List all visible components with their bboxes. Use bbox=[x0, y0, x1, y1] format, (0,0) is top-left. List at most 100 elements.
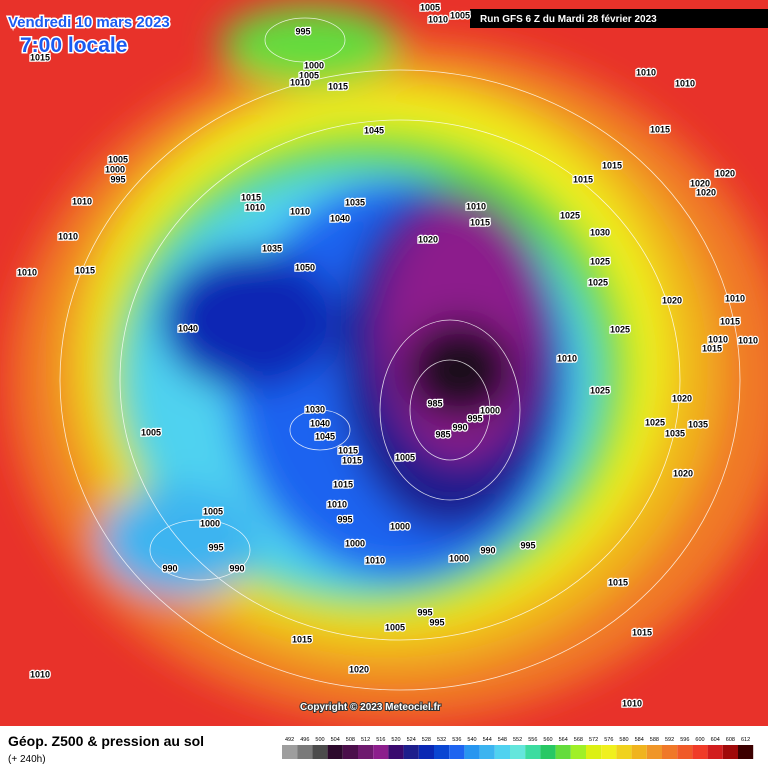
run-banner bbox=[470, 9, 768, 28]
isobar-label: 1015 bbox=[573, 174, 593, 184]
scale-label: 520 bbox=[391, 737, 400, 743]
scale-swatch bbox=[297, 745, 313, 759]
isobar-label: 1000 bbox=[480, 405, 500, 415]
copyright: Copyright © 2023 Meteociel.fr bbox=[300, 702, 441, 713]
isobar-label: 1020 bbox=[715, 168, 735, 178]
scale-swatch bbox=[479, 745, 495, 759]
isobar-label: 990 bbox=[229, 563, 244, 573]
isobar-label: 1020 bbox=[349, 664, 369, 674]
scale-label: 508 bbox=[346, 737, 355, 743]
scale-swatch bbox=[707, 745, 723, 759]
scale-swatch bbox=[616, 745, 632, 759]
isobar-label: 1005 bbox=[395, 452, 415, 462]
isobar-label: 1020 bbox=[696, 187, 716, 197]
scale-label: 608 bbox=[726, 737, 735, 743]
scale-label: 552 bbox=[513, 737, 522, 743]
isobar-label: 1015 bbox=[608, 577, 628, 587]
isobar-label: 1010 bbox=[30, 669, 50, 679]
isobar-label: 1000 bbox=[390, 521, 410, 531]
isobar-label: 1010 bbox=[290, 77, 310, 87]
scale-label: 544 bbox=[483, 737, 492, 743]
scale-label: 512 bbox=[361, 737, 370, 743]
scale-swatch bbox=[555, 745, 571, 759]
isobar-label: 1020 bbox=[662, 295, 682, 305]
scale-swatch bbox=[601, 745, 617, 759]
scale-label: 540 bbox=[467, 737, 476, 743]
color-scale: 492 496 500 504 508 512 516 520 524 528 532 536 540 5… bbox=[282, 737, 754, 759]
isobar-label: 1040 bbox=[178, 323, 198, 333]
scale-swatch bbox=[449, 745, 465, 759]
isobar-label: 1040 bbox=[330, 213, 350, 223]
scale-label: 556 bbox=[528, 737, 537, 743]
scale-swatch bbox=[631, 745, 647, 759]
scale-label: 596 bbox=[680, 737, 689, 743]
scale-swatch bbox=[570, 745, 586, 759]
isobar-label: 1035 bbox=[262, 243, 282, 253]
isobar-label: 1010 bbox=[466, 201, 486, 211]
isobar-label: 1000 bbox=[105, 164, 125, 174]
isobar-label: 985 bbox=[435, 429, 450, 439]
isobar-label: 995 bbox=[295, 26, 310, 36]
scale-swatch bbox=[418, 745, 434, 759]
isobar-label: 1015 bbox=[241, 192, 261, 202]
isobar-label: 995 bbox=[208, 542, 223, 552]
scale-swatch bbox=[646, 745, 662, 759]
scale-label: 572 bbox=[589, 737, 598, 743]
isobar-label: 1010 bbox=[675, 78, 695, 88]
scale-label: 504 bbox=[331, 737, 340, 743]
scale-label: 536 bbox=[452, 737, 461, 743]
isobar-label: 1015 bbox=[328, 81, 348, 91]
isobar-label: 1020 bbox=[690, 178, 710, 188]
scale-swatch bbox=[434, 745, 450, 759]
scale-swatch bbox=[312, 745, 328, 759]
isobar-label: 1050 bbox=[295, 262, 315, 272]
isobar-label: 1015 bbox=[470, 217, 490, 227]
scale-swatch bbox=[677, 745, 693, 759]
isobar-label: 990 bbox=[480, 545, 495, 555]
scale-label: 532 bbox=[437, 737, 446, 743]
isobar-label: 1020 bbox=[672, 393, 692, 403]
isobar-label: 1015 bbox=[333, 479, 353, 489]
scale-label: 568 bbox=[574, 737, 583, 743]
scale-label: 588 bbox=[650, 737, 659, 743]
isobar-label: 1025 bbox=[588, 277, 608, 287]
isobar-label: 1000 bbox=[345, 538, 365, 548]
isobar-label: 1005 bbox=[420, 2, 440, 12]
isobar-label: 1010 bbox=[245, 202, 265, 212]
scale-swatch bbox=[282, 745, 298, 759]
isobar-label: 1035 bbox=[688, 419, 708, 429]
scale-label: 528 bbox=[422, 737, 431, 743]
scale-label: 496 bbox=[300, 737, 309, 743]
isobar-label: 985 bbox=[427, 398, 442, 408]
isobar-label: 995 bbox=[429, 617, 444, 627]
isobar-label: 1005 bbox=[108, 154, 128, 164]
isobar-label: 1020 bbox=[418, 234, 438, 244]
isobar-label: 1005 bbox=[203, 506, 223, 516]
scale-swatch bbox=[464, 745, 480, 759]
isobar-label: 995 bbox=[467, 413, 482, 423]
isobar-label: 1010 bbox=[365, 555, 385, 565]
isobar-label: 990 bbox=[162, 563, 177, 573]
map-field bbox=[0, 0, 768, 726]
isobar-label: 1015 bbox=[702, 343, 722, 353]
isobar-label: 1010 bbox=[622, 698, 642, 708]
isobar-label: 1025 bbox=[610, 324, 630, 334]
isobar-label: 1015 bbox=[30, 52, 50, 62]
isobar-label: 1015 bbox=[650, 124, 670, 134]
run-text: Run GFS 6 Z du Mardi 28 février 2023 bbox=[480, 14, 657, 25]
isobar-label: 1005 bbox=[450, 10, 470, 20]
scale-label: 524 bbox=[407, 737, 416, 743]
scale-label: 548 bbox=[498, 737, 507, 743]
isobar-label: 1025 bbox=[645, 417, 665, 427]
footer-title: Géop. Z500 & pression au sol bbox=[8, 733, 204, 749]
isobar-label: 995 bbox=[110, 174, 125, 184]
date-title: Vendredi 10 mars 2023 bbox=[8, 14, 170, 31]
scale-swatch bbox=[692, 745, 708, 759]
isobar-label: 1010 bbox=[17, 267, 37, 277]
scale-label: 564 bbox=[559, 737, 568, 743]
isobar-label: 1025 bbox=[590, 256, 610, 266]
scale-label: 576 bbox=[604, 737, 613, 743]
isobar-label: 1045 bbox=[315, 431, 335, 441]
scale-swatch bbox=[722, 745, 738, 759]
scale-swatch bbox=[342, 745, 358, 759]
